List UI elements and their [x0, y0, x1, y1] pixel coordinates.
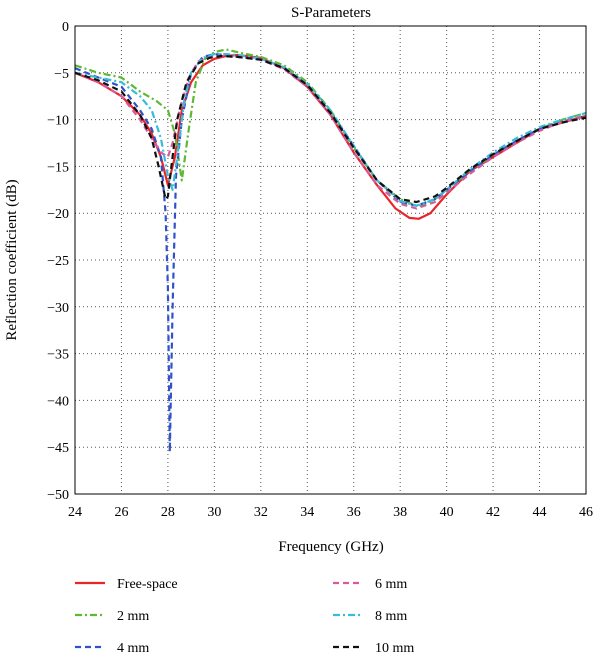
legend-label: 6 mm — [375, 577, 407, 592]
x-tick-labels: 24 26 28 30 32 34 36 38 40 42 44 46 — [68, 505, 593, 520]
x-tick-label: 26 — [114, 505, 128, 520]
y-tick-labels: 0 −5 −10 −15 −20 −25 −30 −35 −40 −45 −50 — [47, 20, 69, 503]
y-tick-label: −15 — [47, 160, 69, 175]
x-tick-label: 36 — [347, 505, 361, 520]
x-tick-label: 34 — [300, 505, 314, 520]
grid — [75, 26, 586, 494]
y-tick-label: −45 — [47, 441, 69, 456]
chart-title: S-Parameters — [291, 5, 371, 21]
y-tick-label: −10 — [47, 114, 69, 129]
legend-label: 4 mm — [117, 641, 149, 656]
x-tick-label: 32 — [254, 505, 268, 520]
y-tick-label: −30 — [47, 301, 69, 316]
legend-label: 8 mm — [375, 609, 407, 624]
series-line-10-mm — [74, 54, 587, 204]
x-tick-label: 38 — [393, 505, 407, 520]
y-tick-label: −20 — [47, 207, 69, 222]
y-tick-label: −25 — [47, 254, 69, 269]
x-tick-label: 44 — [533, 505, 547, 520]
plot-frame — [74, 25, 587, 495]
series-layer — [74, 48, 587, 453]
x-tick-label: 30 — [207, 505, 221, 520]
series-line-6-mm — [74, 54, 587, 210]
x-axis-label: Frequency (GHz) — [278, 539, 383, 555]
x-tick-label: 40 — [440, 505, 454, 520]
legend: Free-space 2 mm 4 mm 6 mm 8 mm 10 mm — [75, 577, 414, 656]
x-tick-label: 42 — [486, 505, 500, 520]
x-tick-label: 28 — [161, 505, 175, 520]
x-tick-label: 46 — [579, 505, 593, 520]
legend-label: Free-space — [117, 577, 178, 592]
y-axis-label: Reflection coefficient (dB) — [4, 179, 20, 340]
legend-label: 10 mm — [375, 641, 414, 656]
y-tick-label: −40 — [47, 394, 69, 409]
y-tick-label: 0 — [62, 20, 69, 35]
y-tick-label: −35 — [47, 348, 69, 363]
legend-label: 2 mm — [117, 609, 149, 624]
y-tick-label: −5 — [54, 67, 69, 82]
y-tick-label: −50 — [47, 488, 69, 503]
x-tick-label: 24 — [68, 505, 82, 520]
